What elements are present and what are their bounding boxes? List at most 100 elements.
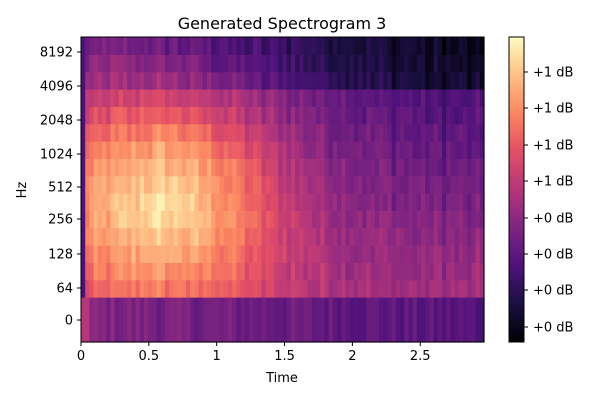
heatmap-cell [299,175,305,194]
x-tick-label: 0 [77,349,85,364]
heatmap-cell [471,227,477,246]
heatmap-cell [122,54,128,73]
heatmap-cell [152,297,158,343]
heatmap-cell [215,175,221,194]
heatmap-cell [118,227,124,246]
heatmap-cell [135,123,141,142]
heatmap-cell [286,297,292,343]
heatmap-cell [353,227,359,246]
heatmap-cell [194,71,200,90]
heatmap-cell [479,106,485,125]
heatmap-cell [248,37,254,55]
heatmap-cell [244,141,250,159]
heatmap-cell [265,54,271,73]
heatmap-cell [152,37,158,55]
heatmap-cell [366,279,372,298]
heatmap-cell [89,71,95,90]
heatmap-cell [353,297,359,343]
heatmap-cell [274,227,279,246]
heatmap-cell [127,193,132,211]
heatmap-cell [341,175,347,194]
heatmap-cell [316,106,321,125]
heatmap-cell [429,245,435,263]
heatmap-cell [332,106,338,125]
heatmap-cell [181,141,187,159]
heatmap-cell [198,89,204,107]
heatmap-cell [383,158,389,177]
heatmap-cell [362,210,368,229]
heatmap-cell [442,227,447,246]
heatmap-cell [328,123,334,142]
heatmap-cell [173,71,179,90]
heatmap-cell [89,245,95,263]
heatmap-cell [215,210,221,229]
heatmap-cell [227,37,233,55]
heatmap-cell [454,279,460,298]
heatmap-cell [379,37,384,55]
heatmap-cell [148,193,153,211]
heatmap-cell [223,297,229,343]
heatmap-cell [265,279,271,298]
heatmap-cell [101,279,107,298]
heatmap-cell [471,245,477,263]
heatmap-cell [269,123,275,142]
heatmap-cell [106,227,111,246]
heatmap-cell [85,227,90,246]
heatmap-cell [190,158,195,177]
heatmap-cell [307,193,313,211]
heatmap-cell [463,227,468,246]
heatmap-cell [433,141,439,159]
heatmap-cell [278,106,284,125]
heatmap-cell [282,227,288,246]
heatmap-cell [479,37,485,55]
heatmap-cell [278,262,284,281]
heatmap-cell [446,158,452,177]
heatmap-cell [299,141,305,159]
heatmap-cell [211,37,216,55]
heatmap-cell [450,175,456,194]
heatmap-cell [433,262,439,281]
heatmap-cell [320,245,326,263]
heatmap-cell [362,106,368,125]
heatmap-cell [303,175,309,194]
heatmap-cell [345,210,351,229]
heatmap-cell [236,37,242,55]
heatmap-cell [282,141,288,159]
heatmap-cell [316,193,321,211]
heatmap-cell [471,37,477,55]
heatmap-cell [332,193,338,211]
heatmap-cell [97,89,103,107]
heatmap-cell [127,210,132,229]
heatmap-cell [101,141,107,159]
heatmap-cell [152,106,158,125]
heatmap-cell [206,141,212,159]
heatmap-cell [437,54,443,73]
heatmap-cell [349,193,355,211]
heatmap-cell [127,89,132,107]
heatmap-cell [320,54,326,73]
heatmap-cell [370,227,376,246]
heatmap-cell [173,175,179,194]
heatmap-cell [290,141,296,159]
heatmap-cell [236,106,242,125]
heatmap-cell [177,37,183,55]
heatmap-cell [479,175,485,194]
heatmap-cell [295,193,300,211]
heatmap-cell [286,123,292,142]
heatmap-cell [433,175,439,194]
heatmap-cell [173,262,179,281]
heatmap-cell [475,123,481,142]
heatmap-cell [311,297,317,343]
heatmap-cell [328,54,334,73]
heatmap-cell [173,37,179,55]
heatmap-cell [353,175,359,194]
heatmap-cell [261,89,267,107]
heatmap-cell [412,297,418,343]
heatmap-cell [261,227,267,246]
heatmap-cell [370,175,376,194]
heatmap-cell [106,262,111,281]
heatmap-cell [328,279,334,298]
heatmap-cell [185,227,191,246]
heatmap-cell [164,71,170,90]
heatmap-cell [454,89,460,107]
